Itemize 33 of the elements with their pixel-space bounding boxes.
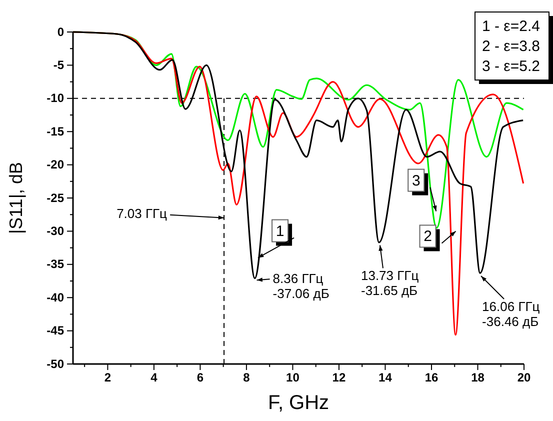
y-tick-label: -40 — [46, 290, 64, 304]
y-tick-label: -10 — [46, 91, 64, 106]
y-tick-label: -5 — [53, 58, 64, 72]
annotation: 1 — [276, 222, 284, 240]
y-tick-label: -50 — [46, 356, 64, 371]
y-axis-title: |S11|, dB — [6, 162, 26, 234]
x-tick-label: 14 — [378, 370, 392, 385]
annotation: 3 — [412, 172, 420, 190]
y-tick-label: -35 — [46, 257, 64, 272]
y-tick-label: 0 — [57, 24, 64, 39]
x-axis-title: F, GHz — [268, 392, 330, 414]
annotation: 13.73 ГГц -31.65 дБ — [360, 268, 420, 298]
x-tick-label: 8 — [243, 370, 250, 385]
annotation: 3 - ε=5.2 — [482, 58, 540, 75]
y-tick-label: -30 — [46, 224, 64, 238]
x-tick-label: 2 — [104, 370, 112, 385]
annotation: 2 - ε=3.8 — [482, 38, 540, 55]
y-tick-label: -45 — [46, 324, 64, 338]
annotation: 8.36 ГГц -37.06 дБ — [272, 271, 330, 302]
y-tick-label: -20 — [46, 158, 64, 172]
x-tick-label: 6 — [196, 370, 204, 385]
y-tick-label: -25 — [46, 190, 64, 205]
x-tick-label: 10 — [286, 370, 300, 385]
x-tick-label: 20 — [517, 370, 531, 385]
annotation: 1 - ε=2.4 — [482, 18, 540, 35]
annotation: 16.06 ГГц -36.46 дБ — [482, 299, 540, 330]
y-tick-label: -15 — [46, 124, 64, 138]
x-tick-label: 16 — [424, 370, 438, 385]
annotation: 7.03 ГГц — [116, 206, 168, 221]
x-tick-label: 18 — [471, 370, 485, 385]
x-tick-label: 4 — [150, 370, 158, 385]
x-tick-label: 12 — [332, 370, 346, 385]
annotation: 2 — [424, 228, 432, 246]
